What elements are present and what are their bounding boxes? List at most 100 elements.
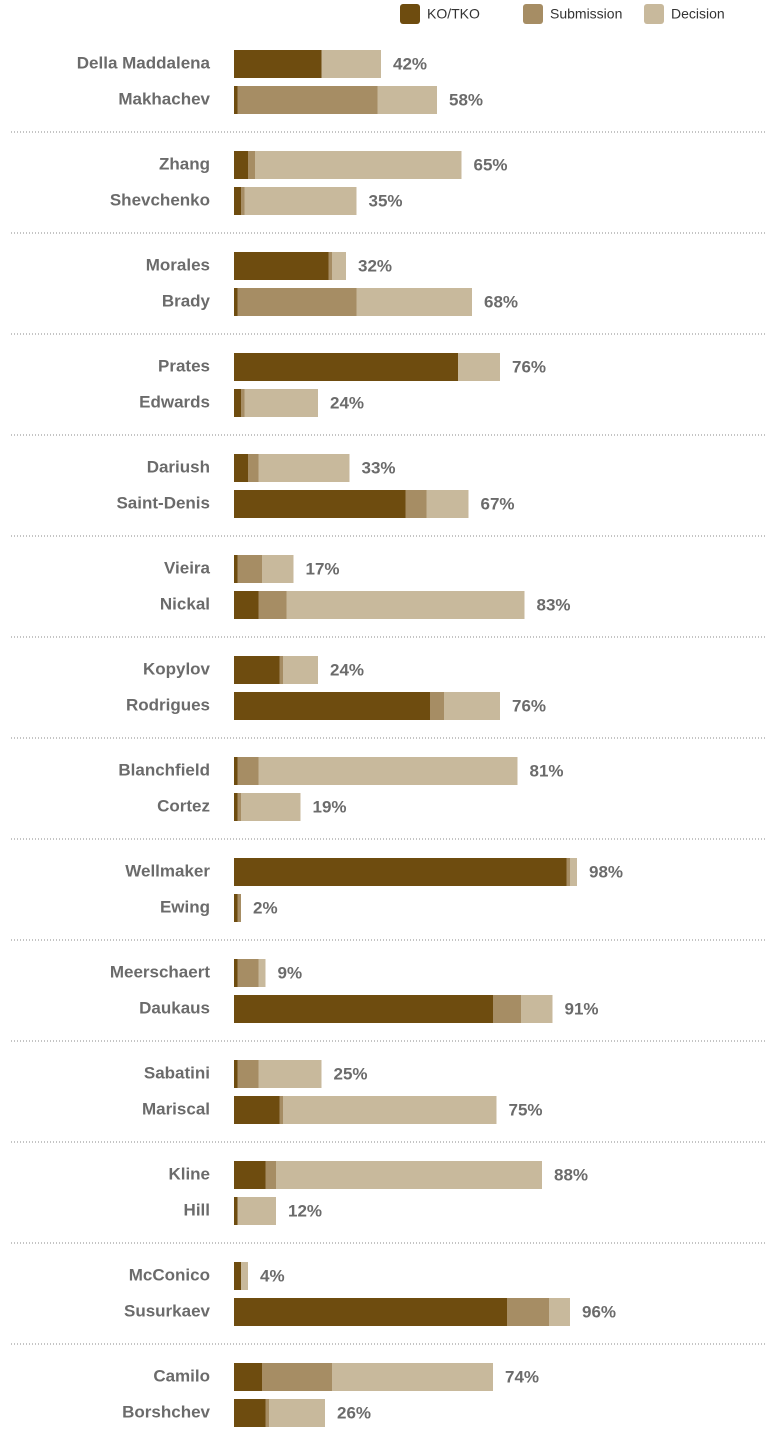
total-label: 67% — [481, 494, 515, 513]
fighter-name: Susurkaev — [124, 1301, 211, 1320]
fighter-name: Edwards — [139, 392, 210, 411]
bar-segment — [332, 1363, 493, 1391]
bar-segment — [248, 151, 255, 179]
bar-segment — [258, 1060, 322, 1088]
bar-segment — [234, 656, 280, 684]
bar-segment — [444, 692, 500, 720]
bar-segment — [234, 50, 322, 78]
fighter-name: Makhachev — [118, 89, 210, 108]
bar-segment — [234, 692, 430, 720]
bar-segment — [283, 656, 318, 684]
bar-segment — [234, 1262, 241, 1290]
total-label: 98% — [589, 862, 623, 881]
fighter-name: Daukaus — [139, 998, 210, 1017]
total-label: 96% — [582, 1302, 616, 1321]
bar-segment — [234, 1161, 266, 1189]
bar-segment — [279, 1096, 283, 1124]
bar-segment — [241, 389, 245, 417]
total-label: 17% — [306, 559, 340, 578]
fighter-name: Shevchenko — [110, 190, 210, 209]
bar-segment — [234, 793, 238, 821]
fighter-name: Meerschaert — [110, 962, 211, 981]
total-label: 88% — [554, 1165, 588, 1184]
fighter-name: Rodrigues — [126, 695, 210, 714]
total-label: 12% — [288, 1201, 322, 1220]
total-label: 24% — [330, 393, 364, 412]
bar-segment — [269, 1399, 325, 1427]
bar-segment — [234, 1399, 266, 1427]
total-label: 24% — [330, 660, 364, 679]
bar-segment — [248, 454, 259, 482]
total-label: 19% — [313, 797, 347, 816]
total-label: 81% — [530, 761, 564, 780]
total-label: 76% — [512, 696, 546, 715]
bar-segment — [458, 353, 500, 381]
bar-segment — [566, 858, 570, 886]
bar-segment — [241, 1262, 248, 1290]
bar-segment — [234, 151, 248, 179]
bar-segment — [405, 490, 427, 518]
total-label: 26% — [337, 1403, 371, 1422]
bar-segment — [244, 187, 357, 215]
total-label: 33% — [362, 458, 396, 477]
total-label: 32% — [358, 256, 392, 275]
bar-segment — [265, 1399, 269, 1427]
total-label: 58% — [449, 90, 483, 109]
bar-segment — [265, 1161, 276, 1189]
bar-segment — [234, 1197, 238, 1225]
fighter-name: Mariscal — [142, 1099, 210, 1118]
bar-segment — [234, 1096, 280, 1124]
bar-segment — [234, 490, 406, 518]
total-label: 74% — [505, 1367, 539, 1386]
total-label: 83% — [537, 595, 571, 614]
legend-label: KO/TKO — [427, 6, 480, 22]
bar-segment — [234, 1298, 507, 1326]
fighter-name: Ewing — [160, 897, 210, 916]
bar-segment — [234, 757, 238, 785]
bar-segment — [234, 187, 241, 215]
fighter-name: Saint-Denis — [116, 493, 210, 512]
total-label: 4% — [260, 1266, 285, 1285]
total-label: 42% — [393, 54, 427, 73]
bar-segment — [241, 187, 245, 215]
legend-swatch — [644, 4, 664, 24]
fighter-name: Camilo — [153, 1366, 210, 1385]
legend-label: Submission — [550, 6, 622, 22]
bar-segment — [234, 1060, 238, 1088]
bar-segment — [286, 591, 525, 619]
bar-segment — [570, 858, 577, 886]
bar-segment — [234, 454, 248, 482]
fighter-name: Zhang — [159, 154, 210, 173]
bar-segment — [234, 591, 259, 619]
bar-segment — [234, 1363, 262, 1391]
bar-segment — [258, 591, 287, 619]
total-label: 76% — [512, 357, 546, 376]
total-label: 75% — [509, 1100, 543, 1119]
fighter-name: McConico — [129, 1265, 210, 1284]
bar-segment — [234, 86, 238, 114]
bar-segment — [237, 1197, 276, 1225]
bar-segment — [430, 692, 444, 720]
bar-segment — [244, 389, 318, 417]
bar-segment — [321, 50, 381, 78]
bar-segment — [549, 1298, 570, 1326]
bar-segment — [332, 252, 346, 280]
legend-swatch — [523, 4, 543, 24]
fighter-name: Morales — [146, 255, 210, 274]
bar-segment — [255, 151, 462, 179]
total-label: 65% — [474, 155, 508, 174]
bar-segment — [237, 288, 357, 316]
fighter-name: Prates — [158, 356, 210, 375]
bar-segment — [234, 858, 567, 886]
fighter-name: Kline — [168, 1164, 210, 1183]
bar-segment — [234, 252, 329, 280]
fighter-name: Vieira — [164, 558, 211, 577]
bar-segment — [237, 555, 262, 583]
bar-segment — [237, 793, 241, 821]
total-label: 25% — [334, 1064, 368, 1083]
fighter-name: Brady — [162, 291, 211, 310]
fighter-name: Della Maddalena — [77, 53, 211, 72]
bar-segment — [234, 353, 458, 381]
bar-segment — [237, 1060, 259, 1088]
